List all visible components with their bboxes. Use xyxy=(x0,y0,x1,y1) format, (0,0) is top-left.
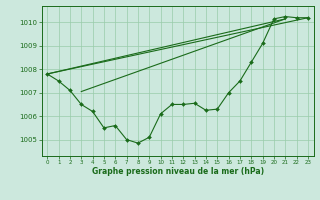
X-axis label: Graphe pression niveau de la mer (hPa): Graphe pression niveau de la mer (hPa) xyxy=(92,167,264,176)
